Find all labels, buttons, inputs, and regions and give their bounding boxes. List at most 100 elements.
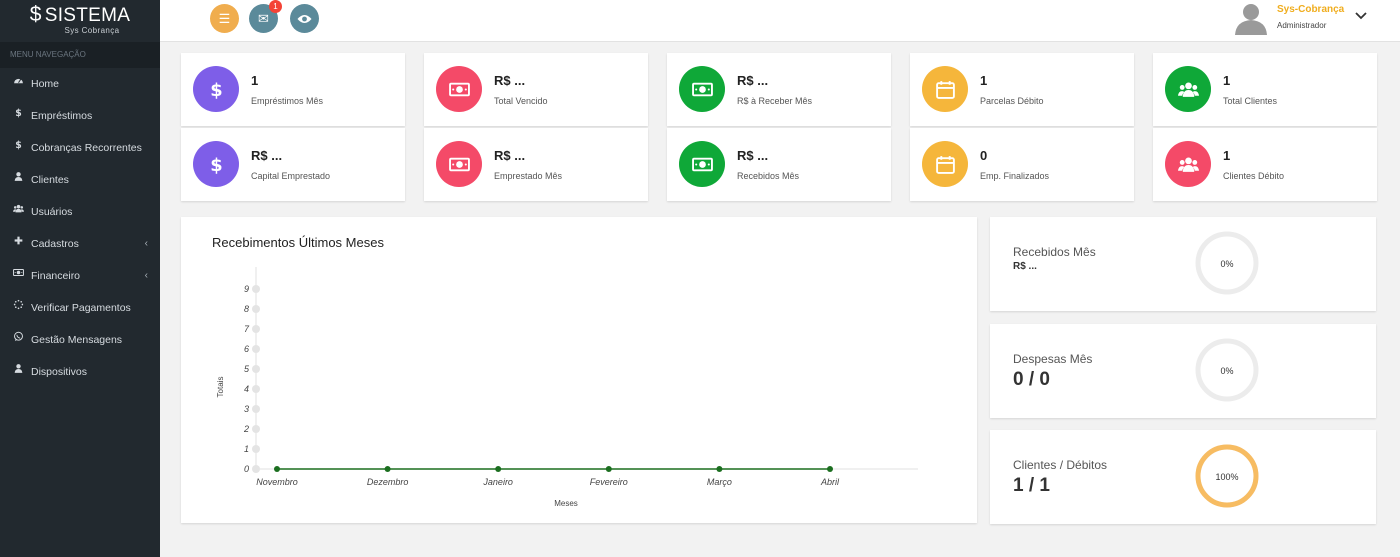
dashboard-icon	[12, 68, 24, 100]
money-icon	[691, 157, 713, 180]
progress-ring-text: 0%	[1220, 259, 1234, 269]
sidebar-item-cobrancas-recorrentes[interactable]: $ Cobranças Recorrentes	[0, 132, 160, 164]
data-point	[495, 466, 502, 472]
chevron-down-icon[interactable]	[1354, 9, 1368, 23]
card-icon-circle	[679, 66, 725, 112]
card-icon-circle	[1165, 141, 1211, 187]
receipts-chart: 0 1 2 3 4 5 6 7 8 9 Novembro Dezembro Janeiro Feverei…	[216, 267, 918, 508]
messages-badge: 1	[269, 0, 282, 13]
y-tick-dot	[252, 325, 260, 333]
sidebar-item-usuarios[interactable]: Usuários	[0, 196, 160, 228]
card-label: R$ à Receber Mês	[737, 96, 813, 106]
y-tick-label: 0	[244, 464, 249, 474]
y-tick-label: 1	[244, 444, 249, 454]
y-tick-dot	[252, 285, 260, 293]
stat-card[interactable]: R$ ... R$ à Receber Mês	[667, 53, 891, 126]
stat-card[interactable]: $1 Empréstimos Mês	[181, 53, 405, 126]
menu-header: MENU NAVEGAÇÃO	[0, 42, 160, 68]
stat-card[interactable]: R$ ... Emprestado Mês	[424, 128, 648, 201]
stat-card[interactable]: R$ ... Recebidos Mês	[667, 128, 891, 201]
card-value: R$ ...	[494, 73, 526, 88]
sidebar-item-clientes[interactable]: Clientes	[0, 164, 160, 196]
sidebar-item-emprestimos[interactable]: $ Empréstimos	[0, 100, 160, 132]
messages-button[interactable]: ✉ 1	[249, 0, 282, 33]
user-avatar[interactable]	[1233, 1, 1269, 35]
stat-card[interactable]: 0 Emp. Finalizados	[910, 128, 1134, 201]
card-label: Recebidos Mês	[737, 171, 800, 181]
money-icon	[448, 157, 470, 180]
card-icon-circle	[679, 141, 725, 187]
stat-value: 0 / 0	[1013, 369, 1050, 390]
card-value: 0	[980, 148, 988, 163]
menu-toggle-button[interactable]: ☰	[210, 4, 239, 33]
sidebar-item-gestao-mensagens[interactable]: Gestão Mensagens	[0, 324, 160, 356]
x-tick-label: Março	[707, 477, 732, 487]
card-icon-circle	[1165, 66, 1211, 112]
stat-card[interactable]: 1 Clientes Débito	[1153, 128, 1377, 201]
dollar-icon: $	[206, 80, 227, 105]
user-name[interactable]: Sys-Cobrança	[1277, 4, 1345, 15]
y-tick-label: 3	[244, 404, 249, 414]
brand-subtitle: Sys Cobrança	[64, 26, 120, 35]
sidebar-item-verificar-pagamentos[interactable]: Verificar Pagamentos	[0, 292, 160, 324]
x-axis-title: Meses	[554, 499, 578, 508]
x-tick-label: Dezembro	[367, 477, 409, 487]
plus-icon	[12, 228, 24, 260]
sidebar-item-label: Gestão Mensagens	[31, 334, 123, 346]
progress-ring-text: 100%	[1215, 472, 1239, 482]
money-icon	[448, 82, 470, 105]
sidebar-item-cadastros[interactable]: Cadastros ‹	[0, 228, 160, 260]
y-tick-label: 4	[244, 384, 249, 394]
chart-title: Recebimentos Últimos Meses	[212, 235, 384, 250]
card-value: 1	[1223, 148, 1231, 163]
y-tick-label: 6	[244, 344, 249, 354]
card-value: 1	[1223, 73, 1231, 88]
sidebar-item-label: Financeiro	[31, 270, 81, 282]
users-icon	[1177, 82, 1199, 105]
progress-ring	[1195, 338, 1259, 402]
stat-card[interactable]: R$ ... Total Vencido	[424, 53, 648, 126]
sidebar-item-label: Cadastros	[31, 238, 79, 250]
stat-label: Despesas Mês	[1013, 352, 1093, 366]
data-point	[605, 466, 612, 472]
progress-ring	[1195, 231, 1259, 295]
eye-icon	[297, 15, 312, 23]
stat-value: 1 / 1	[1013, 475, 1050, 496]
y-tick-dot	[252, 465, 260, 473]
money-icon	[12, 260, 24, 292]
card-label: Parcelas Débito	[980, 96, 1044, 106]
stat-card[interactable]: $ R$ ... Capital Emprestado	[181, 128, 405, 201]
stat-value: R$ ...	[1013, 261, 1037, 272]
sidebar-item-label: Cobranças Recorrentes	[31, 142, 142, 154]
card-icon-circle	[436, 66, 482, 112]
card-label: Empréstimos Mês	[251, 96, 324, 106]
sidebar: $ SISTEMA Sys Cobrança MENU NAVEGAÇÃO Hom…	[0, 0, 160, 557]
sidebar-item-home[interactable]: Home	[0, 68, 160, 100]
user-icon	[12, 164, 24, 196]
brand-title: SISTEMA	[44, 5, 131, 26]
sidebar-item-label: Usuários	[31, 206, 73, 218]
user-role: Administrador	[1277, 21, 1327, 30]
progress-ring-text: 0%	[1220, 366, 1234, 376]
sidebar-item-dispositivos[interactable]: Dispositivos	[0, 356, 160, 388]
stat-card[interactable]: 1 Total Clientes	[1153, 53, 1377, 126]
view-button[interactable]	[290, 4, 319, 33]
calendar-icon	[935, 156, 956, 180]
brand-logo[interactable]: $ SISTEMA Sys Cobrança	[0, 0, 160, 42]
card-icon-circle	[436, 141, 482, 187]
svg-text:$: $	[15, 108, 22, 118]
dollar-logo-icon: $	[29, 3, 42, 26]
y-tick-dot	[252, 305, 260, 313]
sidebar-item-label: Empréstimos	[31, 110, 93, 122]
y-tick-dot	[252, 445, 260, 453]
card-icon-circle	[922, 141, 968, 187]
sidebar-item-financeiro[interactable]: Financeiro ‹	[0, 260, 160, 292]
stat-panel: Recebidos Mês R$ ... 0%	[990, 217, 1376, 311]
whatsapp-icon	[12, 324, 24, 356]
y-tick-dot	[252, 405, 260, 413]
topbar: ☰ ✉ 1 Sys-Cobrança Administrador	[160, 0, 1400, 42]
y-tick-dot	[252, 385, 260, 393]
card-label: Emp. Finalizados	[980, 171, 1050, 181]
envelope-icon: ✉	[258, 11, 269, 26]
stat-card[interactable]: 1 Parcelas Débito	[910, 53, 1134, 126]
